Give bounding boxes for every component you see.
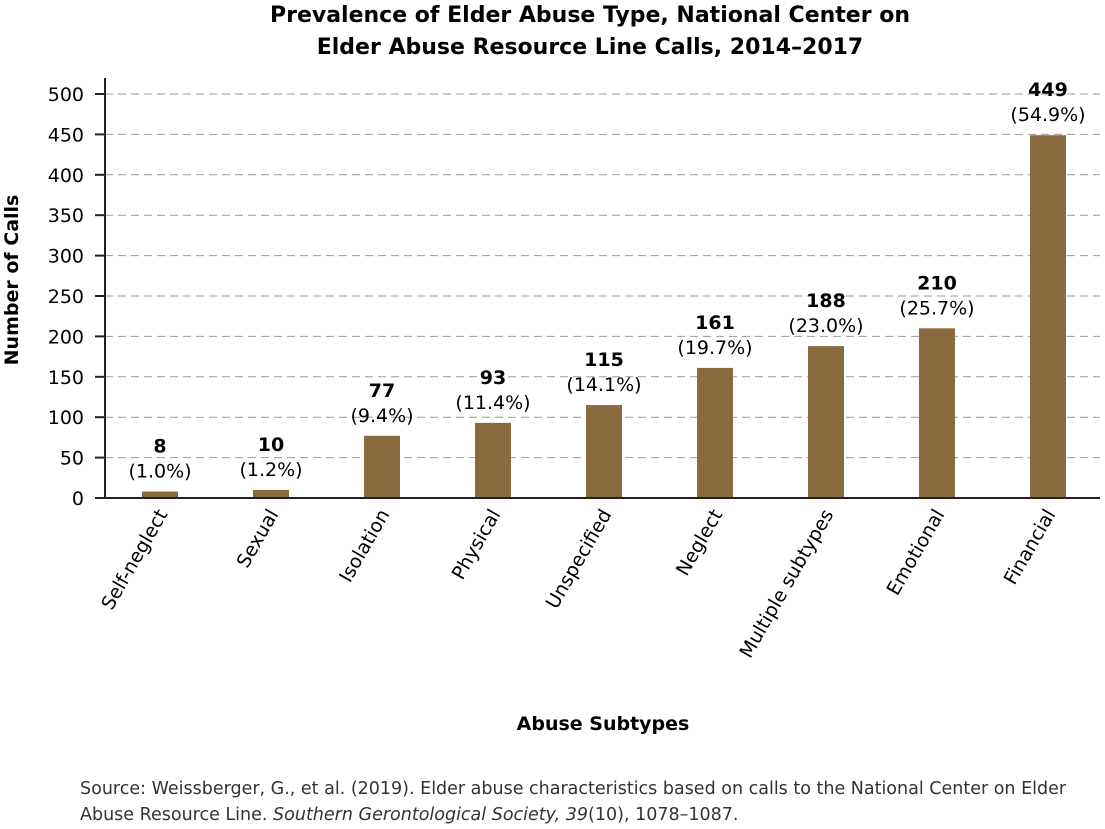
bar-value-label: 210	[917, 272, 957, 294]
x-tick-label: Multiple subtypes	[735, 506, 838, 662]
x-tick-label: Sexual	[232, 506, 283, 572]
y-tick-label: 200	[48, 326, 84, 348]
x-tick-label: Neglect	[672, 506, 727, 580]
source-suffix: (10), 1078–1087.	[588, 805, 739, 825]
bar	[364, 435, 400, 498]
x-tick-label: Financial	[1000, 506, 1061, 589]
bar-value-label: 8	[153, 436, 166, 458]
bar-percent-label: (9.4%)	[350, 405, 413, 427]
chart-title-line1: Prevalence of Elder Abuse Type, National…	[270, 3, 910, 28]
bar	[919, 328, 955, 498]
x-axis-label: Abuse Subtypes	[517, 713, 690, 735]
bar-percent-label: (19.7%)	[677, 337, 752, 359]
bar	[142, 491, 178, 498]
bar-percent-label: (14.1%)	[566, 374, 641, 396]
bar	[475, 422, 511, 498]
bar	[1030, 135, 1066, 498]
bar-percent-label: (11.4%)	[455, 392, 530, 414]
source-journal: Southern Gerontological Society, 39	[273, 805, 589, 825]
bar-value-label: 10	[258, 434, 284, 456]
bar-chart: Prevalence of Elder Abuse Type, National…	[1, 3, 1100, 735]
y-tick-label: 400	[48, 165, 84, 187]
y-tick-label: 0	[72, 488, 84, 510]
x-tick-label: Self-neglect	[97, 506, 172, 614]
y-tick-label: 150	[48, 367, 84, 389]
bar-value-label: 449	[1028, 79, 1068, 101]
bar	[697, 367, 733, 498]
y-tick-label: 450	[48, 124, 84, 146]
bar-percent-label: (23.0%)	[788, 315, 863, 337]
bar-percent-label: (1.2%)	[239, 459, 302, 481]
y-tick-label: 250	[48, 286, 84, 308]
bar-percent-label: (54.9%)	[1010, 104, 1085, 126]
bar	[808, 346, 844, 498]
bar	[586, 405, 622, 498]
x-tick-label: Isolation	[335, 506, 394, 587]
bar-percent-label: (1.0%)	[128, 461, 191, 483]
x-tick-label: Physical	[448, 506, 506, 584]
y-tick-label: 100	[48, 407, 84, 429]
y-axis-label: Number of Calls	[1, 195, 23, 366]
bar-value-label: 188	[806, 290, 846, 312]
bar-value-label: 77	[369, 380, 395, 402]
bar	[253, 489, 289, 498]
x-tick-label: Unspecified	[542, 506, 617, 613]
y-tick-label: 50	[60, 448, 84, 470]
bar-value-label: 115	[584, 349, 624, 371]
y-tick-label: 300	[48, 246, 84, 268]
source-text: Source: Weissberger, G., et al. (2019). …	[80, 779, 1067, 825]
bar-value-label: 161	[695, 312, 735, 334]
y-tick-label: 500	[48, 84, 84, 106]
bar-value-label: 93	[480, 367, 506, 389]
chart-title-line2: Elder Abuse Resource Line Calls, 2014–20…	[317, 35, 864, 60]
y-tick-label: 350	[48, 205, 84, 227]
source-note: Source: Weissberger, G., et al. (2019). …	[80, 776, 1105, 828]
bar-percent-label: (25.7%)	[899, 297, 974, 319]
x-tick-label: Emotional	[883, 506, 950, 600]
